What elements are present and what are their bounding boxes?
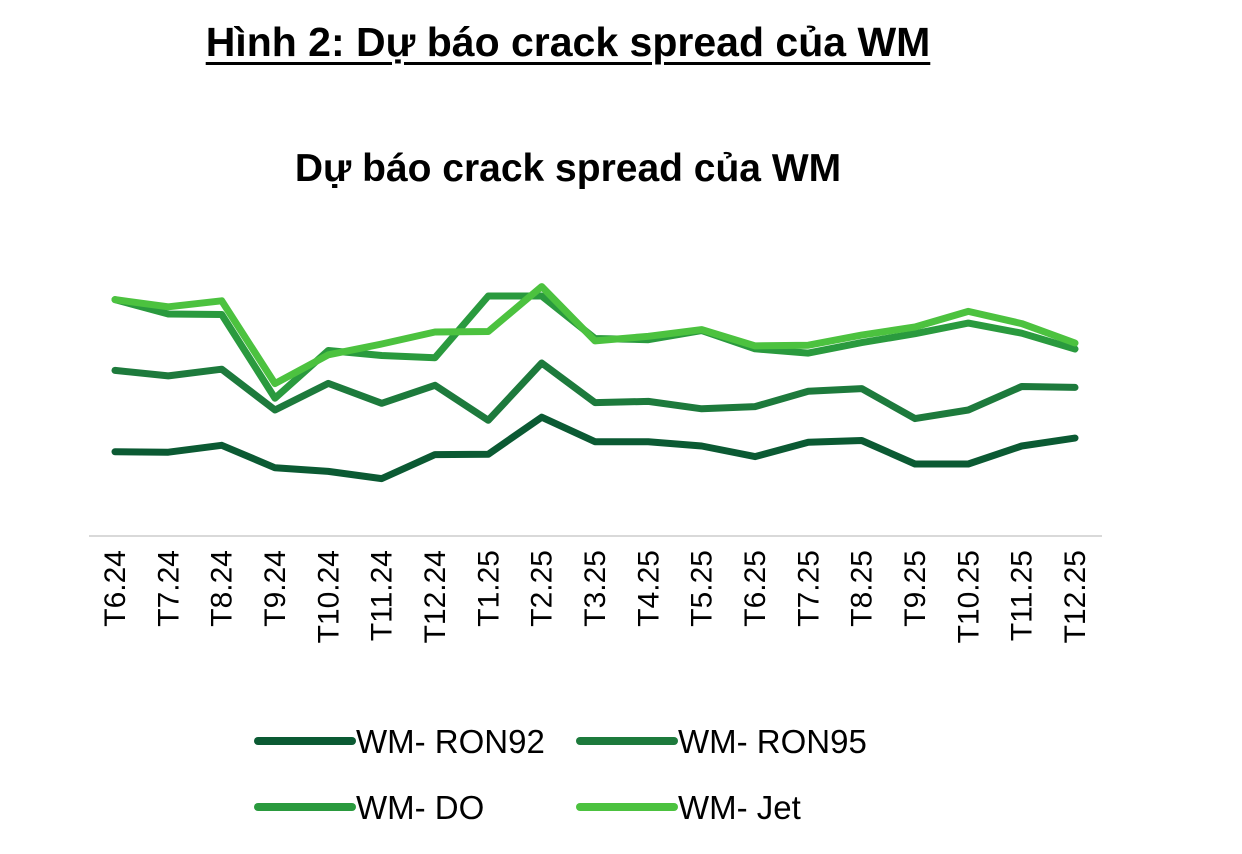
legend-item: WM- RON92 [254,723,545,760]
series-line-wm-do [111,292,1079,402]
legend-label: WM- Jet [678,789,801,826]
x-tick-label: T9.24 [259,550,292,627]
x-tick-label: T8.25 [846,550,879,627]
x-axis-ticks: T6.24 T7.24 T8.24 T9.24 T10.24 T11.24 T12.24 T1… [99,550,1092,643]
x-tick-label: T11.24 [366,550,399,641]
legend-item: WM- DO [254,789,484,826]
x-tick-label: T5.25 [686,550,719,627]
x-tick-label: T12.25 [1059,550,1092,643]
legend-item: WM- Jet [576,789,801,826]
x-tick-label: T10.24 [312,550,345,643]
legend-label: WM- DO [356,789,484,826]
x-tick-label: T6.25 [739,550,772,627]
x-tick-label: T9.25 [899,550,932,627]
x-tick-label: T7.24 [152,550,185,627]
x-tick-label: T12.24 [419,550,452,643]
x-tick-label: T4.25 [632,550,665,627]
x-tick-label: T11.25 [1006,550,1039,641]
x-tick-label: T8.24 [206,550,239,627]
figure-caption-text: Hình 2: Dự báo crack spread của WM [205,19,931,65]
series-line-wm-jet [111,283,1079,388]
x-tick-label: T10.25 [952,550,985,643]
series-layer [111,283,1079,483]
legend-item: WM- RON95 [576,723,867,760]
x-tick-label: T3.25 [579,550,612,627]
x-tick-label: T6.24 [99,550,132,627]
series-line-wm-ron95 [111,359,1079,424]
x-tick-label: T1.25 [472,550,505,627]
figure-caption: Hình 2: Dự báo crack spread của WM [0,14,1136,70]
x-tick-label: T7.25 [792,550,825,627]
legend-label: WM- RON92 [356,723,545,760]
chart-title: Dự báo crack spread của WM [295,147,841,190]
legend-label: WM- RON95 [678,723,867,760]
legend: WM- RON92 WM- RON95 WM- DO WM- Jet [254,723,867,826]
series-line-wm-ron92 [111,413,1079,483]
x-tick-label: T2.25 [526,550,559,627]
